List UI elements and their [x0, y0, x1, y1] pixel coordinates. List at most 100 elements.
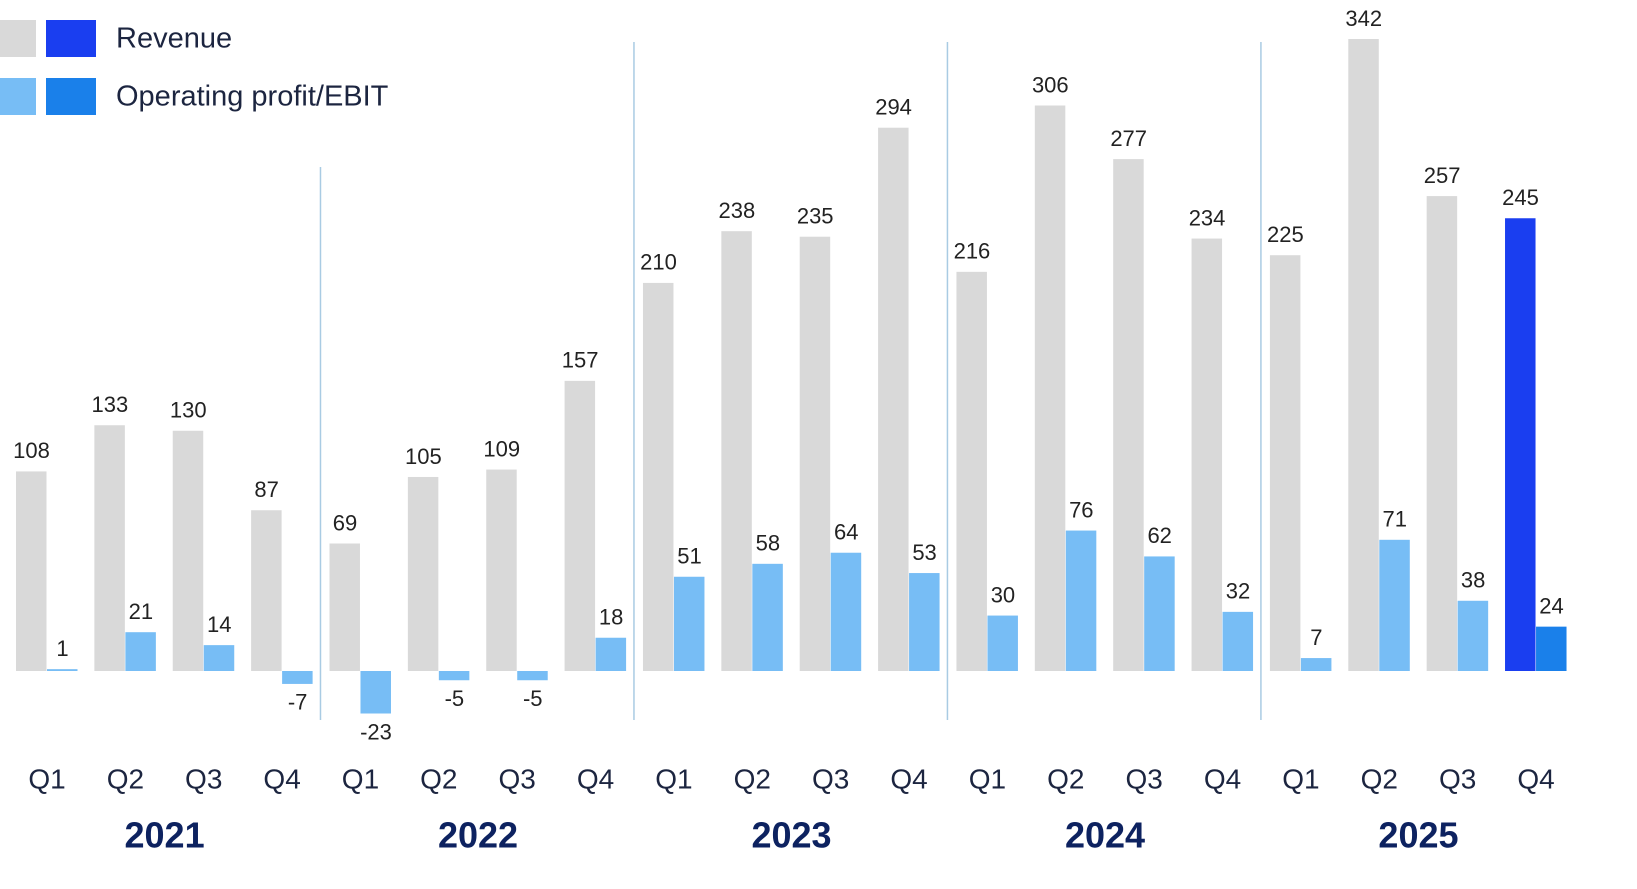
x-tick-label: Q2: [734, 763, 771, 794]
legend-label: Revenue: [116, 23, 232, 55]
bar: [956, 271, 987, 671]
value-label: 133: [92, 392, 129, 417]
value-label: 294: [875, 95, 912, 120]
bar: [595, 637, 627, 671]
value-label: -23: [360, 719, 392, 744]
bar: [1144, 556, 1175, 671]
bar: [1426, 196, 1458, 671]
x-tick-label: Q4: [577, 763, 614, 794]
bar: [673, 576, 705, 671]
bar: [642, 282, 674, 671]
x-tick-label: Q3: [499, 763, 536, 794]
year-label: 2021: [125, 815, 205, 856]
bar: [125, 632, 156, 671]
value-label: 30: [991, 582, 1015, 607]
bar: [1505, 218, 1536, 671]
value-label: 238: [718, 198, 755, 223]
x-tick-label: Q1: [655, 763, 692, 794]
x-tick-label: Q4: [890, 763, 927, 794]
bar: [94, 425, 125, 671]
value-label: 69: [333, 510, 357, 535]
value-label: 245: [1502, 185, 1539, 210]
value-label: 130: [170, 398, 207, 423]
value-label: 306: [1032, 72, 1069, 97]
value-label: 53: [912, 540, 936, 565]
value-label: 109: [483, 436, 520, 461]
legend-label: Operating profit/EBIT: [116, 81, 389, 113]
value-label: 18: [599, 605, 623, 630]
value-label: 257: [1424, 163, 1461, 188]
x-tick-label: Q1: [342, 763, 379, 794]
x-tick-label: Q4: [263, 763, 300, 794]
value-label: 157: [562, 348, 599, 373]
value-label: 32: [1226, 579, 1250, 604]
bar: [329, 543, 360, 671]
value-label: 235: [797, 204, 834, 229]
bar: [1348, 39, 1379, 671]
value-label: 7: [1310, 625, 1322, 650]
legend-swatch: [0, 78, 36, 115]
x-tick-label: Q3: [185, 763, 222, 794]
bar: [1222, 611, 1254, 671]
bar: [251, 510, 282, 671]
bar: [486, 469, 517, 671]
x-tick-label: Q1: [969, 763, 1006, 794]
value-label: 1: [56, 636, 68, 661]
bar: [407, 476, 439, 671]
bar: [1034, 105, 1066, 672]
x-tick-label: Q2: [1047, 763, 1084, 794]
value-label: 24: [1539, 593, 1563, 618]
value-label: 21: [129, 599, 153, 624]
bar: [752, 563, 783, 671]
value-label: 58: [756, 531, 780, 556]
legend-swatch: [46, 20, 96, 57]
value-label: 71: [1383, 507, 1407, 532]
bar: [1065, 530, 1097, 671]
bar: [16, 471, 47, 671]
value-label: 51: [677, 544, 701, 569]
x-tick-label: Q3: [1439, 763, 1476, 794]
bar: [799, 236, 831, 671]
bar: [909, 573, 940, 671]
value-label: 14: [207, 612, 231, 637]
value-label: 38: [1461, 568, 1485, 593]
legend-swatch: [46, 78, 96, 115]
value-label: -5: [523, 686, 543, 711]
legend-swatch: [0, 20, 36, 57]
value-label: 277: [1110, 126, 1147, 151]
value-label: 210: [640, 250, 677, 275]
year-label: 2024: [1065, 815, 1145, 856]
value-label: 108: [13, 438, 50, 463]
bar: [438, 671, 470, 681]
value-label: 76: [1069, 497, 1093, 522]
x-tick-label: Q4: [1204, 763, 1241, 794]
value-label: 234: [1189, 205, 1226, 230]
value-label: 64: [834, 520, 858, 545]
x-tick-label: Q3: [1126, 763, 1163, 794]
value-label: 216: [954, 239, 991, 264]
bar: [1269, 255, 1301, 672]
value-label: 342: [1345, 6, 1382, 31]
bar: [1300, 658, 1332, 671]
bar: [47, 669, 78, 671]
value-label: 87: [254, 477, 278, 502]
year-label: 2023: [751, 815, 831, 856]
value-label: -7: [288, 690, 308, 715]
bar: [360, 671, 391, 714]
year-label: 2022: [438, 815, 518, 856]
x-tick-label: Q2: [420, 763, 457, 794]
bar: [564, 380, 596, 671]
bar: [172, 430, 204, 671]
bar: [517, 671, 548, 681]
x-tick-label: Q1: [1282, 763, 1319, 794]
bar: [1379, 539, 1410, 671]
bar: [987, 615, 1018, 671]
bar: [1457, 600, 1489, 671]
bar: [282, 671, 313, 684]
x-tick-label: Q3: [812, 763, 849, 794]
x-tick-label: Q2: [107, 763, 144, 794]
x-tick-label: Q1: [28, 763, 65, 794]
x-tick-label: Q2: [1361, 763, 1398, 794]
value-label: 105: [405, 444, 442, 469]
